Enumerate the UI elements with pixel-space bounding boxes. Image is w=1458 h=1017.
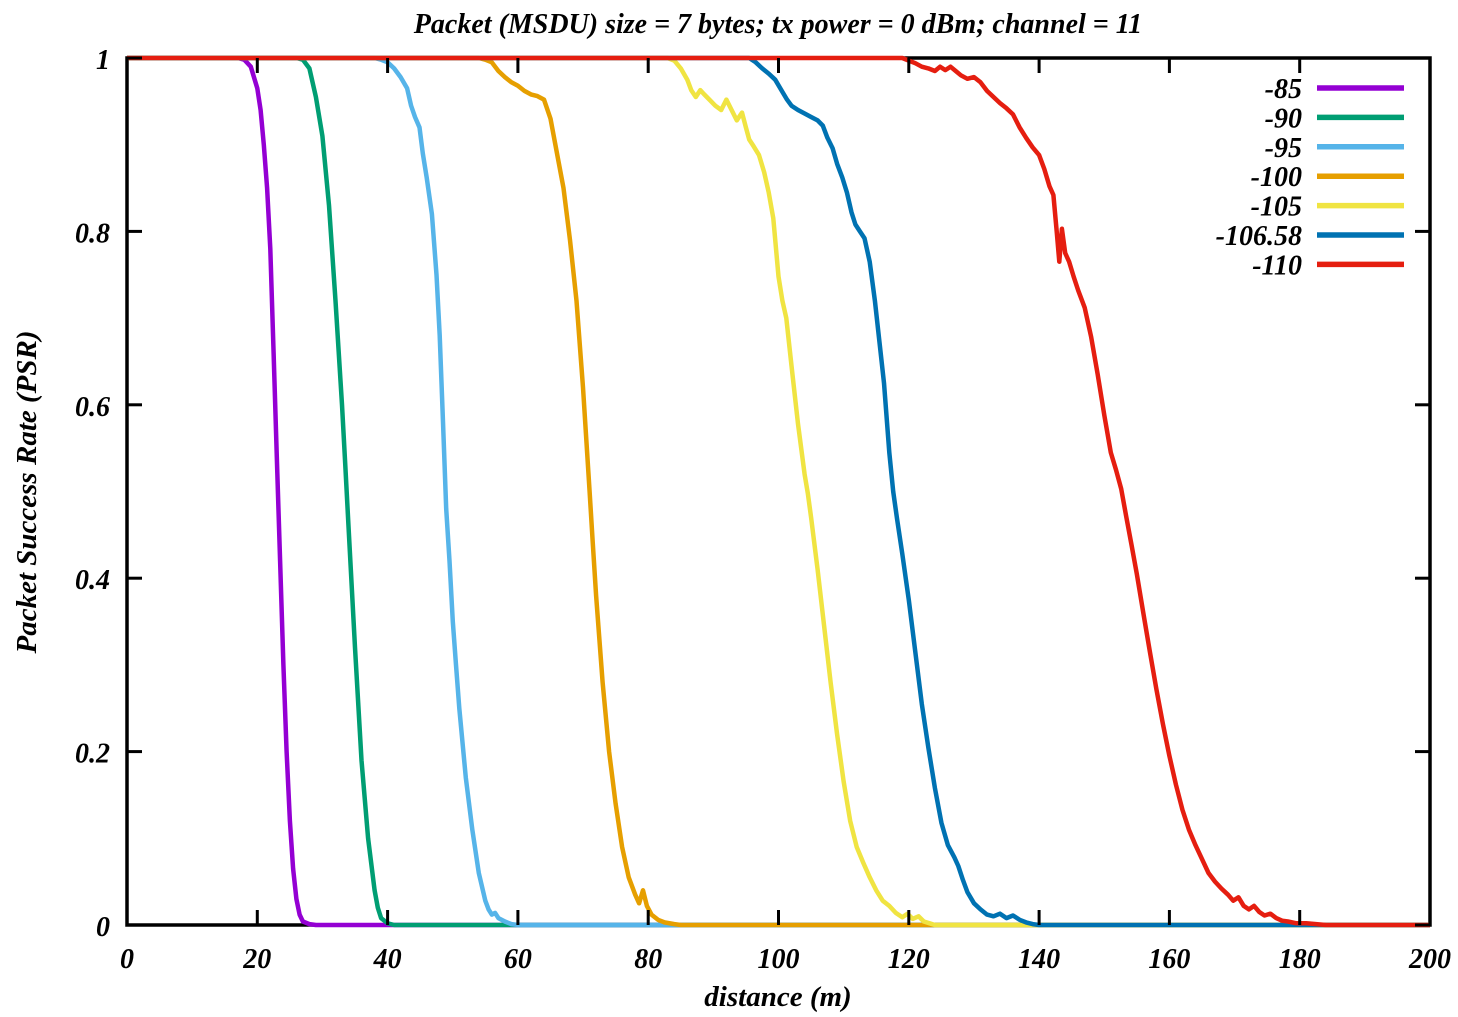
legend-label--95: -95 [1265, 133, 1302, 164]
x-tick-label: 0 [120, 944, 134, 975]
chart-title: Packet (MSDU) size = 7 bytes; tx power =… [413, 9, 1142, 40]
x-tick-label: 60 [504, 944, 532, 975]
y-tick-label: 1 [96, 45, 110, 76]
legend-label--90: -90 [1265, 103, 1302, 134]
x-tick-label: 160 [1148, 944, 1190, 975]
y-tick-label: 0.2 [75, 739, 110, 770]
series-line--110 [127, 55, 1430, 928]
y-tick-label: 0.8 [75, 218, 110, 249]
legend-label--106.58: -106.58 [1216, 221, 1302, 252]
y-tick-label: 0.4 [75, 565, 110, 596]
x-tick-label: 180 [1279, 944, 1321, 975]
x-tick-label: 100 [758, 944, 800, 975]
y-tick-label: 0.6 [75, 392, 110, 423]
series-layer [127, 55, 1430, 928]
x-tick-label: 40 [373, 944, 402, 975]
y-tick-label: 0 [96, 912, 110, 943]
axis-tick-layer [125, 56, 1432, 927]
series-line--105 [127, 55, 1430, 928]
series-line--95 [127, 55, 1430, 928]
legend-label--85: -85 [1265, 74, 1302, 105]
x-tick-label: 20 [242, 944, 271, 975]
legend-label--105: -105 [1251, 192, 1302, 223]
x-tick-label: 200 [1408, 944, 1451, 975]
legend-label--100: -100 [1251, 162, 1302, 193]
y-axis-label: Packet Success Rate (PSR) [11, 331, 43, 655]
series-line--106.58 [127, 55, 1430, 928]
series-line--100 [127, 55, 1430, 928]
legend-label--110: -110 [1252, 250, 1302, 281]
series-line--90 [127, 55, 1430, 928]
x-tick-label: 140 [1018, 944, 1060, 975]
x-tick-label: 120 [888, 944, 930, 975]
tick-label-layer: 0 20 40 60 80 100 120 140 160 180 200 0 0.2 0.4 0.6 0.8… [75, 45, 1451, 975]
x-axis-label: distance (m) [704, 981, 851, 1013]
x-tick-label: 80 [634, 944, 662, 975]
legend: -85-90-95-100-105-106.58-110 [1216, 74, 1404, 281]
